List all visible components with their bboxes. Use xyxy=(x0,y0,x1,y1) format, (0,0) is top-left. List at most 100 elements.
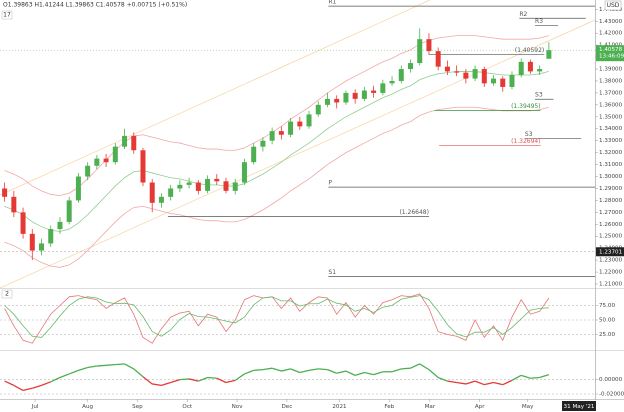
oscillator-segment xyxy=(161,381,171,387)
y-tick-label: 1.35000 xyxy=(599,114,623,120)
candle-body xyxy=(509,75,515,87)
x-tick-label: Jul xyxy=(31,404,39,410)
candle-body xyxy=(2,188,8,197)
candle-body xyxy=(260,140,266,147)
candle-body xyxy=(269,131,275,141)
candle-body xyxy=(389,80,395,84)
oscillator-segment xyxy=(521,374,531,379)
oscillator-segment xyxy=(391,368,402,373)
y-tick-label: 1.25000 xyxy=(599,234,623,240)
candle-body xyxy=(278,131,284,135)
candle-body xyxy=(112,146,118,163)
candle-body xyxy=(122,135,128,147)
candle-body xyxy=(324,98,330,105)
x-tick-label: Oct xyxy=(182,404,192,410)
currency: USD xyxy=(607,2,620,9)
currency-box xyxy=(604,0,622,11)
y-tick-label: 0.00000 xyxy=(599,377,623,383)
candle-body xyxy=(454,71,460,73)
pane-label-box xyxy=(1,10,13,20)
candle-body xyxy=(343,92,349,103)
candle-body xyxy=(39,243,45,251)
x-tick-label: Mar xyxy=(425,404,436,410)
candle-body xyxy=(103,158,109,163)
oscillator-segment xyxy=(188,378,199,382)
indicator-line xyxy=(4,295,549,338)
oscillator-segment xyxy=(419,363,430,371)
y-tick-label: 1.31000 xyxy=(599,162,623,168)
trend-channel xyxy=(0,0,431,196)
y-tick-label: 1.37000 xyxy=(599,90,623,96)
level-label: (1.39495) xyxy=(511,103,541,110)
candle-body xyxy=(94,158,100,166)
y-tick-label: 50.00 xyxy=(599,318,615,324)
candle-body xyxy=(149,182,155,203)
oscillator-segment xyxy=(22,387,33,392)
oscillator-segment xyxy=(428,369,439,379)
x-tick-label: 2021 xyxy=(332,404,347,410)
candle-body xyxy=(29,233,35,251)
oscillator-segment xyxy=(124,363,135,370)
candle-body xyxy=(546,50,552,59)
candle-body xyxy=(426,39,432,52)
x-tick-label: May xyxy=(522,404,534,410)
candle-body xyxy=(435,51,441,67)
oscillator-segment xyxy=(327,369,337,374)
oscillator-segment xyxy=(4,380,15,386)
level-label: S3 xyxy=(525,131,533,138)
oscillator-segment xyxy=(530,376,540,379)
x-tick-label: Feb xyxy=(384,404,394,410)
oscillator-segment xyxy=(299,369,310,374)
y-tick-label: 1.30000 xyxy=(599,174,623,180)
candle-body xyxy=(491,78,497,84)
oscillator-segment xyxy=(493,381,503,386)
ohlc-legend: O1.39863 H1.41244 L1.39863 C1.40578 +0.0… xyxy=(3,2,187,9)
level-label: (1.40592) xyxy=(515,47,545,54)
oscillator-segment xyxy=(179,378,190,381)
y-tick-label: 1.38000 xyxy=(599,78,623,84)
oscillator-segment xyxy=(465,380,476,385)
candle-body xyxy=(371,90,377,93)
level-label: R3 xyxy=(535,18,543,25)
oscillator-segment xyxy=(216,377,227,384)
candle-body xyxy=(472,69,478,79)
y-tick-label: 1.29000 xyxy=(599,186,623,192)
y-tick-label: 1.33000 xyxy=(599,138,623,144)
candle-body xyxy=(518,61,524,76)
candle-body xyxy=(398,69,404,81)
oscillator-segment xyxy=(437,376,448,382)
oscillator-segment xyxy=(539,374,550,379)
crosshair-price-label: 1.23701 xyxy=(599,249,623,255)
overlay-line xyxy=(4,106,549,268)
oscillator-segment xyxy=(207,376,217,379)
candle-body xyxy=(463,72,469,79)
oscillator-segment xyxy=(170,379,181,384)
level-label: S3 xyxy=(535,92,543,99)
oscillator-segment xyxy=(484,381,494,386)
last-price-label: 1.40578 xyxy=(599,47,623,53)
candle-body xyxy=(297,121,303,127)
candle-body xyxy=(48,229,54,244)
y-tick-label: 1.26000 xyxy=(599,222,623,228)
y-tick-label: 1.21000 xyxy=(599,282,623,288)
oscillator-segment xyxy=(318,368,328,371)
y-tick-label: 1.22000 xyxy=(599,270,623,276)
oscillator-segment xyxy=(364,371,374,376)
y-tick-label: 1.39000 xyxy=(599,67,623,73)
oscillator-segment xyxy=(511,374,522,381)
pane-label: 17 xyxy=(3,12,11,19)
oscillator-segment xyxy=(271,367,282,372)
crosshair-price-tag xyxy=(596,247,624,257)
oscillator-segment xyxy=(281,368,291,372)
crosshair-date-tag xyxy=(562,401,596,411)
oscillator-segment xyxy=(253,368,263,371)
candle-body xyxy=(57,221,63,230)
y-tick-label: 1.43000 xyxy=(599,19,623,25)
crosshair-date-label: 31 May '21 xyxy=(564,404,595,410)
y-tick-label: 25.00 xyxy=(599,332,615,338)
overlay-line xyxy=(4,71,549,232)
overlay-line xyxy=(4,35,549,197)
candle-body xyxy=(334,98,340,103)
candle-body xyxy=(417,39,423,64)
countdown: 13:46:09 xyxy=(599,54,624,60)
